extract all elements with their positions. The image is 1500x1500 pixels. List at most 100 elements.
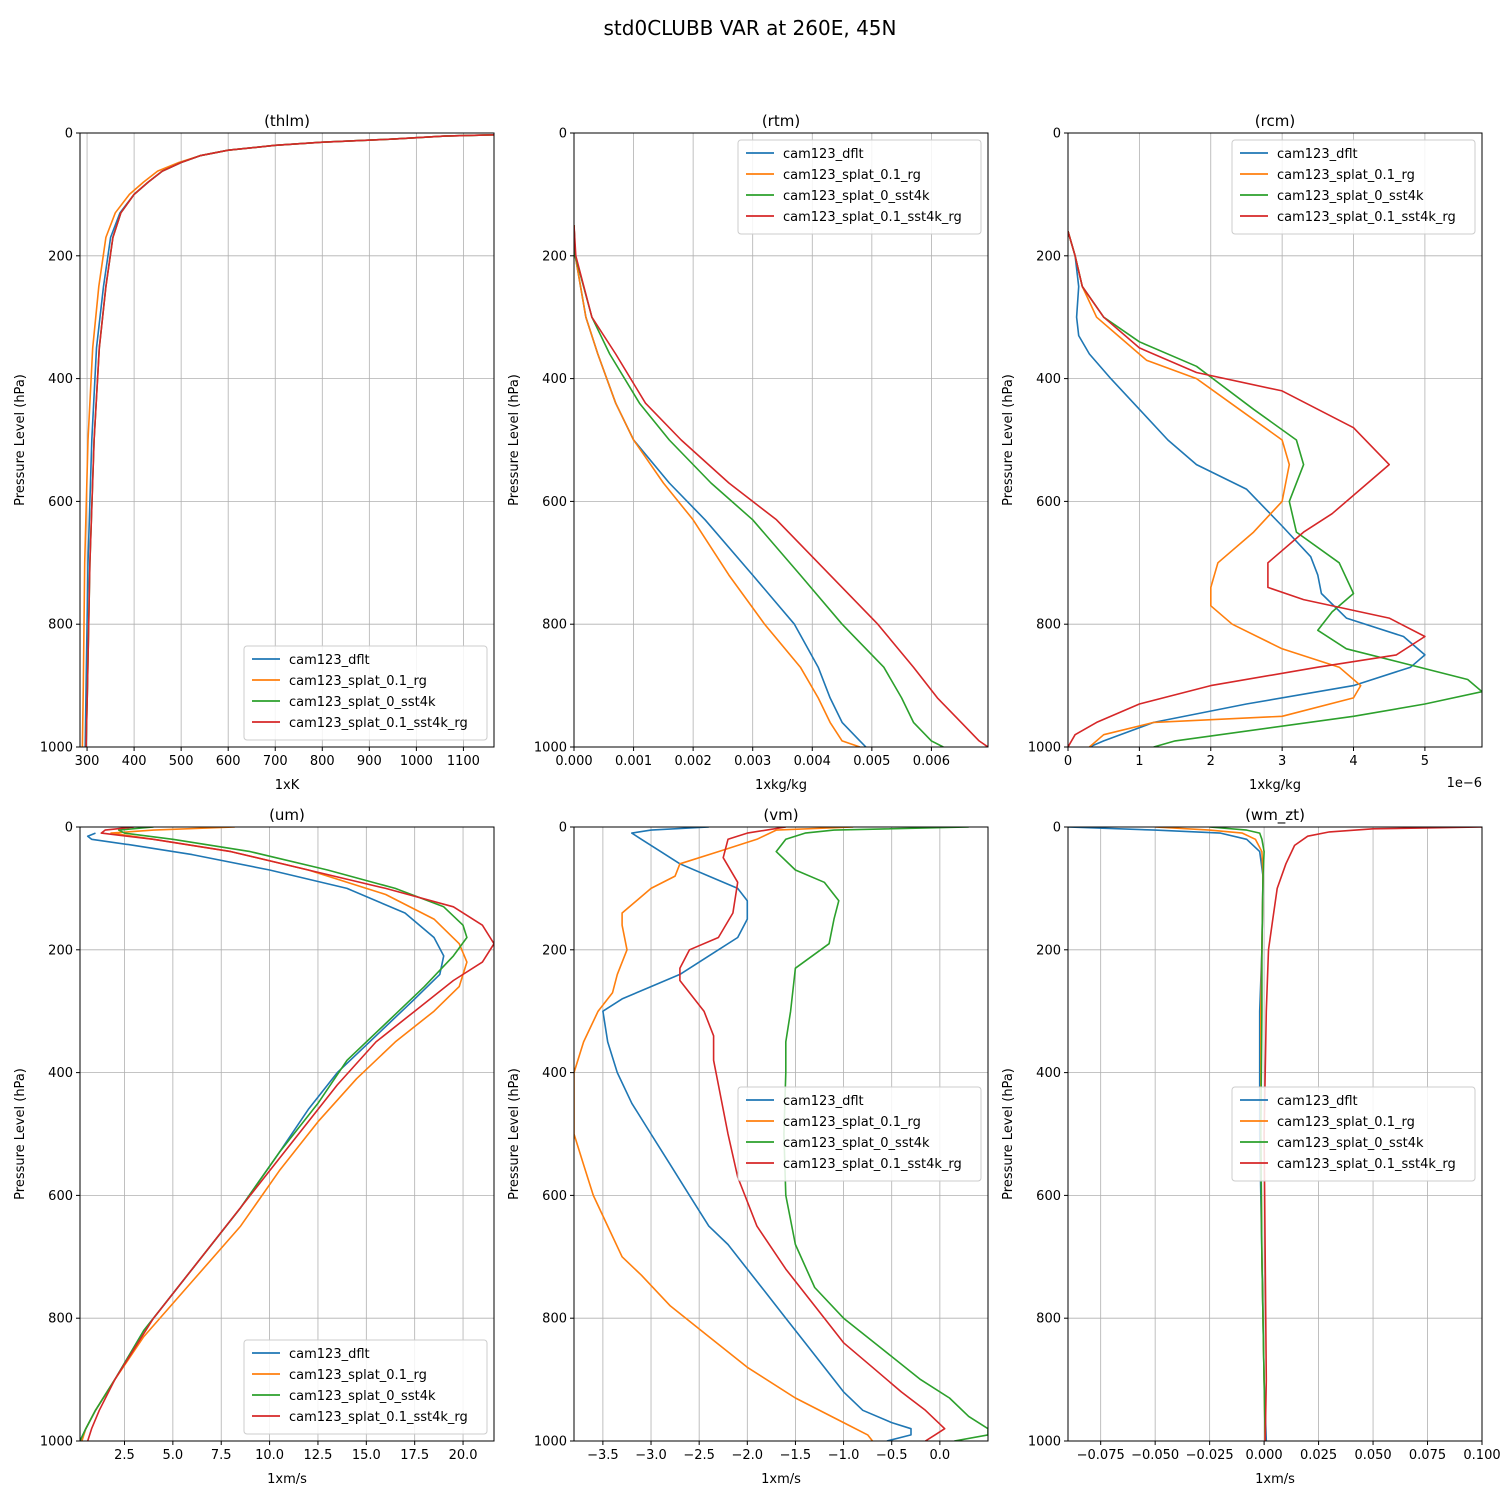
x-tick-label: 500 [169, 754, 194, 769]
x-tick-label: 600 [216, 754, 241, 769]
legend-label: cam123_dflt [1277, 1094, 1358, 1109]
x-tick-label: −1.5 [780, 1448, 812, 1463]
series-group [574, 827, 988, 1441]
y-tick-label: 0 [65, 127, 73, 142]
x-tick-label: 0.0 [930, 1448, 951, 1463]
x-tick-label: 0.006 [913, 754, 950, 769]
legend-frame [243, 645, 488, 741]
y-axis-label: Pressure Level (hPa) [1001, 374, 1016, 506]
y-tick-label: 400 [1036, 372, 1061, 387]
subplot-title: (rcm) [1255, 112, 1295, 130]
y-tick-label: 800 [542, 618, 567, 633]
x-tick-label: 1000 [400, 754, 433, 769]
legend-frame [737, 1086, 982, 1182]
series-group [1068, 827, 1482, 1441]
subplot-thlm: 300 400 500 600 700 800 900 1000 1100 0 200 400 600 8… [13, 112, 495, 793]
x-tick-label: 0.003 [734, 754, 771, 769]
legend-label: cam123_splat_0_sst4k [289, 695, 436, 710]
legend-label: cam123_splat_0_sst4k [1277, 189, 1424, 204]
axes-frame [1067, 826, 1483, 1442]
y-axis-label: Pressure Level (hPa) [13, 374, 28, 506]
x-tick-label: 800 [310, 754, 335, 769]
series-group [81, 134, 494, 747]
series-line-cam123_splat_0.1_sst4k_rg [1263, 827, 1482, 1441]
y-tick-label: 1000 [534, 1435, 567, 1450]
legend-label: cam123_splat_0_sst4k [1277, 1136, 1424, 1151]
x-tick-label: 0.000 [1245, 1448, 1282, 1463]
x-tick-label: 400 [122, 754, 147, 769]
x-axis-label: 1xm/s [1255, 1472, 1295, 1487]
y-tick-label: 1000 [1028, 741, 1061, 756]
x-tick-label: 2 [1207, 754, 1215, 769]
legend-label: cam123_splat_0.1_rg [289, 674, 427, 689]
x-tick-label: 900 [357, 754, 382, 769]
y-tick-label: 1000 [40, 1435, 73, 1450]
legend: cam123_dflt cam123_splat_0.1_rg cam123_spl… [737, 1086, 982, 1182]
axes-frame [573, 132, 989, 748]
y-tick-label: 400 [1036, 1066, 1061, 1081]
x-tick-label: 4 [1349, 754, 1357, 769]
y-tick-label: 0 [1053, 127, 1061, 142]
x-tick-label: 0.002 [675, 754, 712, 769]
x-tick-label: −0.050 [1131, 1448, 1179, 1463]
y-tick-label: 0 [559, 127, 567, 142]
y-axis-label: Pressure Level (hPa) [1001, 1068, 1016, 1200]
series-line-cam123_splat_0_sst4k [574, 225, 944, 747]
x-tick-label: 10.0 [255, 1448, 284, 1463]
legend: cam123_dflt cam123_splat_0.1_rg cam123_spl… [243, 645, 488, 741]
y-tick-label: 600 [542, 1189, 567, 1204]
y-tick-label: 600 [1036, 1189, 1061, 1204]
legend-label: cam123_dflt [1277, 147, 1358, 162]
legend-frame [1231, 1086, 1476, 1182]
subplot-title: (wm_zt) [1245, 806, 1305, 825]
series-line-cam123_splat_0.1_sst4k_rg [85, 134, 494, 747]
legend-label: cam123_splat_0.1_rg [783, 1115, 921, 1130]
y-tick-label: 200 [542, 943, 567, 958]
legend: cam123_dflt cam123_splat_0.1_rg cam123_spl… [737, 139, 982, 235]
y-tick-label: 800 [48, 1312, 73, 1327]
x-tick-label: 5.0 [163, 1448, 184, 1463]
series-line-cam123_dflt [602, 827, 912, 1441]
y-tick-label: 600 [542, 495, 567, 510]
x-axis-label: 1xkg/kg [1249, 778, 1301, 793]
series-line-cam123_splat_0_sst4k [775, 827, 988, 1441]
subplot-rcm: 0 1 2 3 4 5 0 200 400 600 800 1000 (rcm) 1xkg/kg Press… [1001, 112, 1483, 793]
x-tick-label: 20.0 [449, 1448, 478, 1463]
legend-label: cam123_splat_0.1_sst4k_rg [783, 210, 962, 225]
x-tick-label: 5 [1421, 754, 1429, 769]
axes-frame [79, 132, 495, 748]
x-axis-label: 1xkg/kg [755, 778, 807, 793]
y-tick-label: 0 [559, 821, 567, 836]
x-tick-label: 0.000 [555, 754, 592, 769]
series-group [574, 225, 988, 747]
axes-frame [79, 826, 495, 1442]
legend-label: cam123_splat_0.1_rg [783, 168, 921, 183]
subplot-title: (rtm) [762, 112, 800, 130]
y-tick-label: 800 [542, 1312, 567, 1327]
legend-label: cam123_splat_0.1_sst4k_rg [289, 1410, 468, 1425]
x-axis-label: 1xm/s [761, 1472, 801, 1487]
y-tick-label: 600 [48, 495, 73, 510]
x-axis-label: 1xK [275, 778, 300, 793]
legend-label: cam123_dflt [783, 1094, 864, 1109]
series-line-cam123_splat_0.1_rg [574, 225, 861, 747]
legend-label: cam123_splat_0.1_rg [1277, 168, 1415, 183]
y-tick-label: 200 [48, 249, 73, 264]
y-tick-label: 0 [1053, 821, 1061, 836]
series-line-cam123_splat_0.1_sst4k_rg [574, 225, 988, 747]
series-line-cam123_splat_0.1_sst4k_rg [86, 827, 494, 1441]
legend-label: cam123_splat_0.1_sst4k_rg [289, 716, 468, 731]
legend-label: cam123_dflt [783, 147, 864, 162]
axes-frame [1067, 132, 1483, 748]
x-tick-label: 2.5 [114, 1448, 135, 1463]
y-tick-label: 1000 [40, 741, 73, 756]
x-tick-label: 0.050 [1354, 1448, 1391, 1463]
x-tick-label: 17.5 [400, 1448, 429, 1463]
x-tick-label: 1 [1135, 754, 1143, 769]
subplot-title: (um) [269, 806, 305, 824]
x-tick-label: −3.0 [635, 1448, 667, 1463]
subplot-title: (vm) [763, 806, 798, 824]
y-tick-label: 1000 [534, 741, 567, 756]
figure-title: std0CLUBB VAR at 260E, 45N [603, 16, 897, 40]
x-tick-label: −0.025 [1186, 1448, 1234, 1463]
